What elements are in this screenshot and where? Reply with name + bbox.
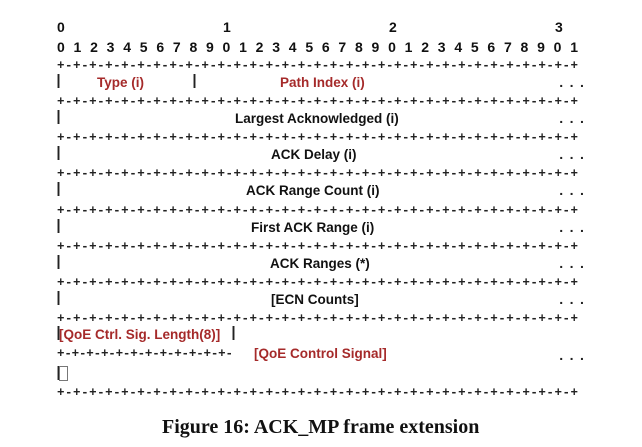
field-path-index: Path Index (i) bbox=[280, 75, 365, 90]
bit-tens-2: 2 bbox=[389, 19, 397, 35]
field-ack-delay: ACK Delay (i) bbox=[271, 147, 357, 162]
row-pipe: | bbox=[54, 73, 64, 90]
ellipsis: ... bbox=[557, 257, 589, 273]
row-pipe: | bbox=[229, 325, 239, 342]
ellipsis: ... bbox=[557, 112, 589, 128]
bit-tens-3: 3 bbox=[555, 19, 563, 35]
row-border: +-+-+-+-+-+-+-+-+-+-+-+-+-+-+-+-+-+-+-+-… bbox=[57, 312, 579, 326]
bit-tens-0: 0 bbox=[57, 19, 65, 35]
figure-caption: Figure 16: ACK_MP frame extension bbox=[162, 416, 480, 438]
row-border: +-+-+-+-+-+-+-+-+-+-+-+-+-+-+-+-+-+-+-+-… bbox=[57, 386, 579, 400]
row-border: +-+-+-+-+-+-+-+-+-+-+-+-+-+-+-+-+-+-+-+-… bbox=[57, 240, 579, 254]
ellipsis: ... bbox=[557, 148, 589, 164]
row-border: +-+-+-+-+-+-+-+-+-+-+-+-+-+-+-+-+-+-+-+-… bbox=[57, 131, 579, 145]
ellipsis: ... bbox=[557, 221, 589, 237]
row-border: +-+-+-+-+-+-+-+-+-+-+-+-+-+-+-+-+-+-+-+-… bbox=[57, 204, 579, 218]
row-pipe: | bbox=[190, 73, 200, 90]
row-pipe: | bbox=[54, 145, 64, 162]
field-ack-range-count: ACK Range Count (i) bbox=[246, 183, 380, 198]
field-ecn-counts: [ECN Counts] bbox=[271, 292, 359, 307]
ellipsis: ... bbox=[557, 76, 589, 92]
row-pipe: | bbox=[54, 181, 64, 198]
row-pipe: | bbox=[54, 325, 64, 342]
field-qoe-control-signal: [QoE Control Signal] bbox=[254, 346, 387, 361]
row-border: +-+-+-+-+-+-+-+-+-+-+-+-+-+-+-+-+-+-+-+-… bbox=[57, 95, 579, 109]
row-border: +-+-+-+-+-+-+-+-+-+-+-+-+-+-+-+-+-+-+-+-… bbox=[57, 59, 579, 73]
row-pipe: | bbox=[54, 218, 64, 235]
ellipsis: ... bbox=[557, 293, 589, 309]
ellipsis: ... bbox=[557, 184, 589, 200]
bit-tens-1: 1 bbox=[223, 19, 231, 35]
field-qoe-ctrl-sig-length: [QoE Ctrl. Sig. Length(8)] bbox=[59, 327, 221, 342]
row-pipe: | bbox=[54, 366, 63, 381]
row-pipe: | bbox=[54, 254, 64, 271]
row-pipe: | bbox=[54, 109, 64, 126]
row-pipe: | bbox=[54, 290, 64, 307]
field-largest-acknowledged: Largest Acknowledged (i) bbox=[235, 111, 399, 126]
field-type: Type (i) bbox=[97, 75, 144, 90]
row-border: +-+-+-+-+-+-+-+-+-+-+-+-+-+-+-+-+-+-+-+-… bbox=[57, 276, 579, 290]
row-border: +-+-+-+-+-+-+-+-+-+-+-+-+-+-+-+-+-+-+-+-… bbox=[57, 167, 579, 181]
row-border-half: +-+-+-+-+-+-+-+-+-+-+-+- bbox=[57, 347, 233, 361]
bit-units-ruler: 0 1 2 3 4 5 6 7 8 9 0 1 2 3 4 5 6 7 8 9 … bbox=[57, 39, 581, 55]
field-ack-ranges: ACK Ranges (*) bbox=[270, 256, 370, 271]
continuation-box bbox=[59, 366, 68, 381]
field-first-ack-range: First ACK Range (i) bbox=[251, 220, 375, 235]
ellipsis: ... bbox=[557, 349, 589, 365]
